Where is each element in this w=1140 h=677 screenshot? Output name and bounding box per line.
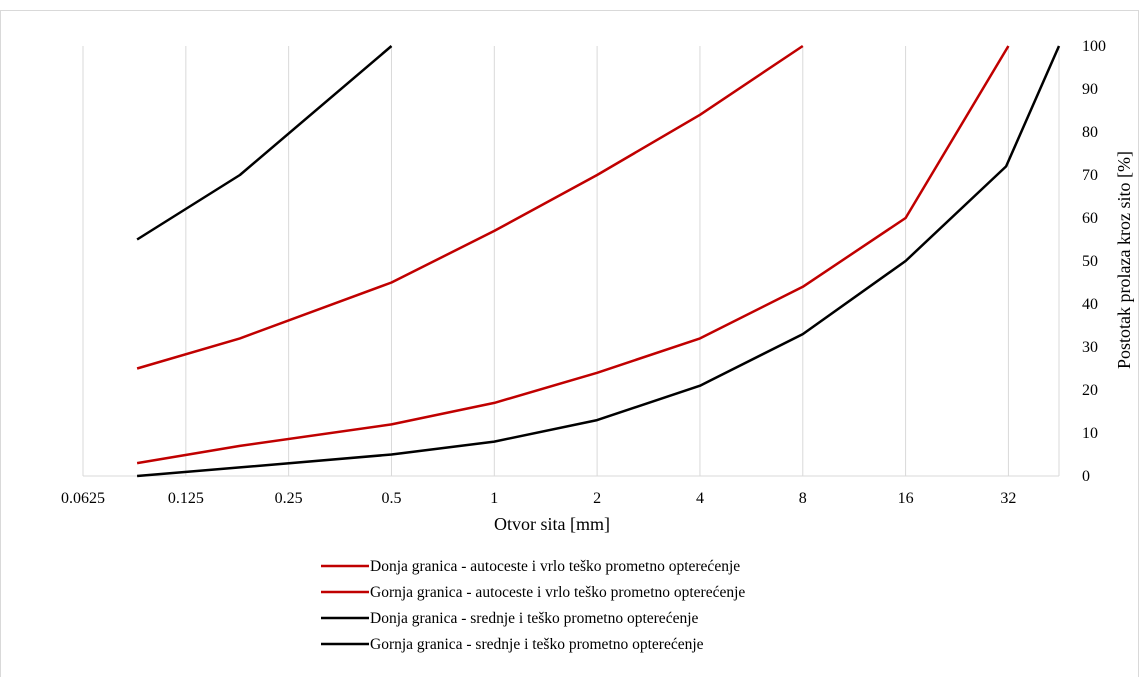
y-tick-label-5: 50 xyxy=(1082,253,1098,270)
x-tick-label-6: 4 xyxy=(696,490,704,507)
legend-label-3: Donja granica - srednje i teško prometno… xyxy=(370,610,699,627)
legend-label-1: Donja granica - autoceste i vrlo teško p… xyxy=(370,558,740,575)
y-tick-label-1: 10 xyxy=(1082,425,1098,442)
series-line-4 xyxy=(136,45,393,241)
y-tick-label-2: 20 xyxy=(1082,382,1098,399)
series-lines xyxy=(136,44,1061,478)
x-tick-label-9: 32 xyxy=(1000,490,1016,507)
y-tick-label-8: 80 xyxy=(1082,124,1098,141)
x-tick-label-8: 16 xyxy=(898,490,914,507)
legend: Donja granica - autoceste i vrlo teško p… xyxy=(321,558,745,653)
x-tick-label-0: 0.0625 xyxy=(61,490,105,507)
series-line-2 xyxy=(136,44,804,370)
x-tick-label-7: 8 xyxy=(799,490,807,507)
x-tick-label-2: 0.25 xyxy=(275,490,303,507)
x-tick-labels: 0.0625 0.125 0.25 0.5 1 2 4 8 16 32 xyxy=(61,490,1016,507)
x-tick-label-1: 0.125 xyxy=(168,490,204,507)
legend-label-2: Gornja granica - autoceste i vrlo teško … xyxy=(370,584,745,601)
x-axis-title: Otvor sita [mm] xyxy=(494,514,610,534)
legend-label-4: Gornja granica - srednje i teško prometn… xyxy=(370,636,704,653)
y-tick-label-6: 60 xyxy=(1082,210,1098,227)
y-tick-labels: 0 10 20 30 40 50 60 70 80 90 100 xyxy=(1082,38,1106,485)
y-tick-label-10: 100 xyxy=(1082,38,1106,55)
x-tick-label-5: 2 xyxy=(593,490,601,507)
chart-frame xyxy=(0,10,1139,677)
y-tick-label-0: 0 xyxy=(1082,468,1090,485)
series-line-3 xyxy=(136,45,1061,478)
y-tick-label-7: 70 xyxy=(1082,167,1098,184)
y-tick-label-4: 40 xyxy=(1082,296,1098,313)
y-tick-label-9: 90 xyxy=(1082,81,1098,98)
y-axis-title: Postotak prolaza kroz sito [%] xyxy=(1114,151,1134,369)
y-tick-label-3: 30 xyxy=(1082,339,1098,356)
x-tick-label-4: 1 xyxy=(490,490,498,507)
x-tick-label-3: 0.5 xyxy=(381,490,401,507)
vertical-gridlines xyxy=(82,46,1060,476)
series-line-1 xyxy=(136,45,1010,465)
